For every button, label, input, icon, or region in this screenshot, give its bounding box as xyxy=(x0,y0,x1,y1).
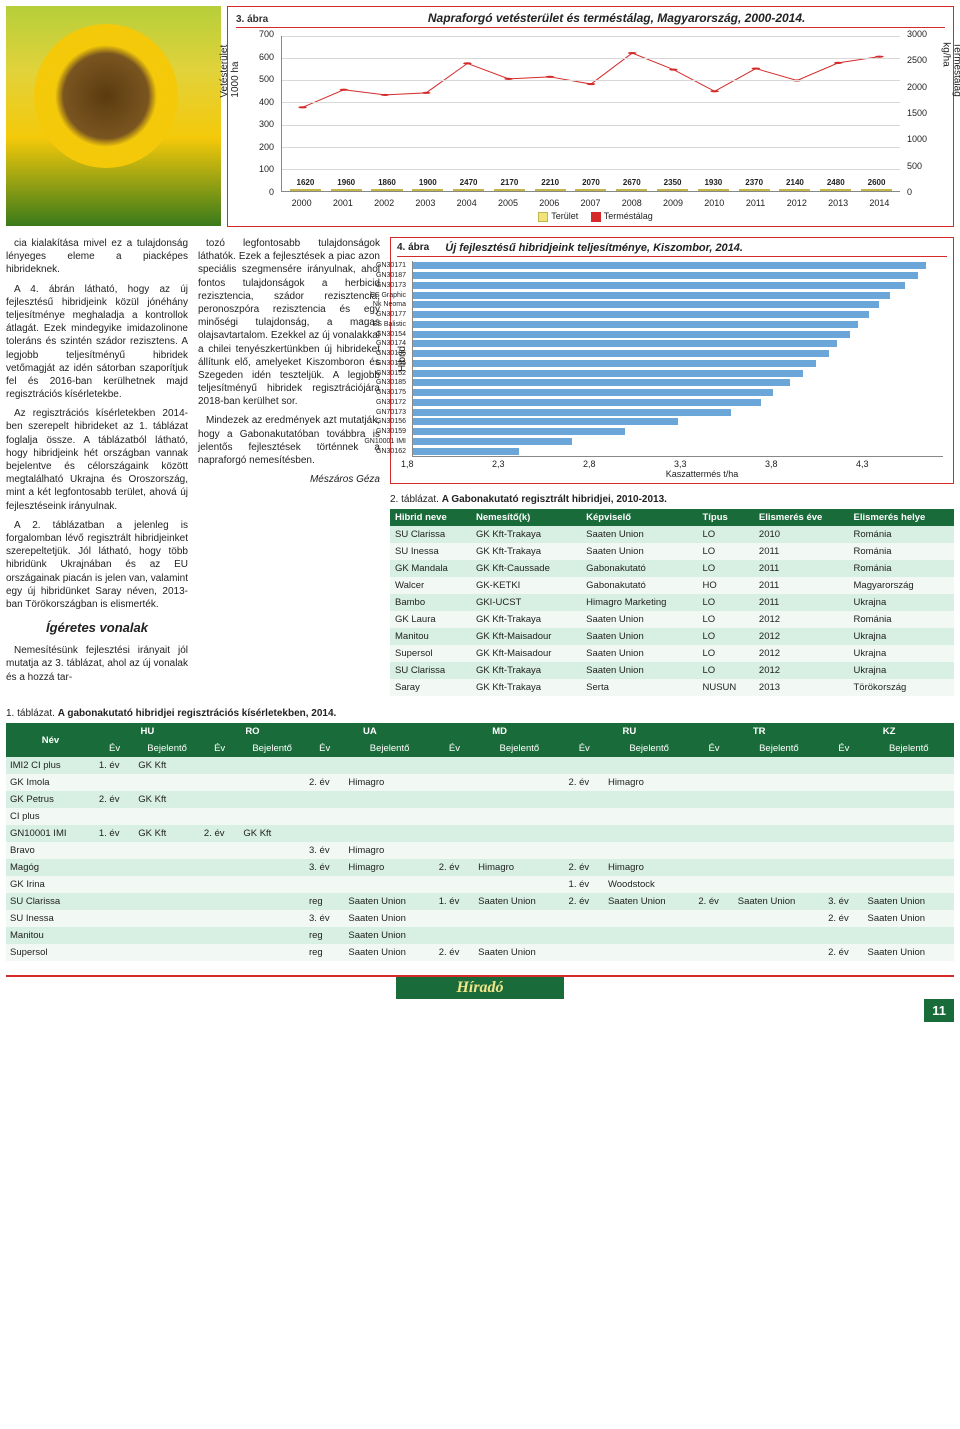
chart3-title: Napraforgó vetésterület és terméstálag, … xyxy=(288,11,945,25)
table-row: GK LauraGK Kft-TrakayaSaaten UnionLO2012… xyxy=(390,611,954,628)
table-row: SU ClarissaGK Kft-TrakayaSaaten UnionLO2… xyxy=(390,662,954,679)
chart4-label: 4. ábra xyxy=(397,242,429,254)
table-row: GK MandalaGK Kft-CaussadeGabonakutatóLO2… xyxy=(390,560,954,577)
table-row: SU InessaGK Kft-TrakayaSaaten UnionLO201… xyxy=(390,543,954,560)
para: A 4. ábrán látható, hogy az új fejleszté… xyxy=(6,283,188,402)
mid-region: cia kialakítása mivel ez a tulajdonság l… xyxy=(6,237,954,696)
para: cia kialakítása mivel ez a tulajdonság l… xyxy=(6,237,188,277)
table2-caption: 2. táblázat. A Gabonakutató regisztrált … xyxy=(390,494,954,505)
table-row: SU ClarissaregSaaten Union1. évSaaten Un… xyxy=(6,893,954,910)
table-row: Magóg3. évHimagro2. évHimagro2. évHimagr… xyxy=(6,859,954,876)
table-row: SupersolGK Kft-MaisadourSaaten UnionLO20… xyxy=(390,645,954,662)
chart3-label: 3. ábra xyxy=(236,14,268,25)
table2: Hibrid neveNemesítő(k)KépviselőTípusElis… xyxy=(390,509,954,696)
sunflower-image xyxy=(6,6,221,226)
chart3-yaxis-right: Terméstálag kg/ha 0500100015002000250030… xyxy=(905,34,945,192)
table-row: ManitouregSaaten Union xyxy=(6,927,954,944)
table-row: SarayGK Kft-TrakayaSertaNUSUN2013Törökor… xyxy=(390,679,954,696)
table-row: Bravo3. évHimagro xyxy=(6,842,954,859)
chart3-ylabel-right: Terméstálag kg/ha xyxy=(940,42,960,96)
legend-label-yield: Terméstálag xyxy=(604,211,653,221)
para: Az regisztrációs kísérletekben 2014-ben … xyxy=(6,407,188,513)
chart3-xaxis: 2000200120022003200420052006200720082009… xyxy=(281,198,900,208)
top-region: 3. ábra Napraforgó vetésterület és termé… xyxy=(6,6,954,227)
chart4-plot: GN30171GN30187GN30173ES GraphicNk NeomaG… xyxy=(412,261,943,457)
chart3-ylabel-left: Vetésterület 1000 ha xyxy=(219,45,241,98)
table-row: GN10001 IMI1. évGK Kft2. évGK Kft xyxy=(6,825,954,842)
table-row: SU ClarissaGK Kft-TrakayaSaaten UnionLO2… xyxy=(390,526,954,543)
table-row: SupersolregSaaten Union2. évSaaten Union… xyxy=(6,944,954,961)
footer-brand: Híradó xyxy=(396,977,563,999)
text-column-1: cia kialakítása mivel ez a tulajdonság l… xyxy=(6,237,188,696)
page-number: 11 xyxy=(924,999,954,1022)
chart3-yaxis-left: Vetésterület 1000 ha 0100200300400500600… xyxy=(236,34,276,192)
para: A 2. táblázatban a jelenleg is forgalomb… xyxy=(6,519,188,611)
table-row: SU Inessa3. évSaaten Union2. évSaaten Un… xyxy=(6,910,954,927)
table1: NévHUROUAMDRUTRKZÉvBejelentőÉvBejelentőÉ… xyxy=(6,723,954,961)
chart4-xlabel: Kaszattermés t/ha xyxy=(397,469,947,479)
chart3-plot: 1620196018601900247021702210207026702350… xyxy=(281,36,900,192)
chart3-legend: Terület Terméstálag xyxy=(281,211,900,222)
right-column: 4. ábra Új fejlesztésű hibridjeink telje… xyxy=(390,237,954,696)
table-row: IMI2 CI plus1. évGK Kft xyxy=(6,757,954,774)
para: Nemesítésünk fejlesztési irányait jól mu… xyxy=(6,644,188,684)
author: Mészáros Géza xyxy=(198,473,380,486)
table-row: GK Imola2. évHimagro2. évHimagro xyxy=(6,774,954,791)
chart4: 4. ábra Új fejlesztésű hibridjeink telje… xyxy=(390,237,954,484)
chart4-title: Új fejlesztésű hibridjeink teljesítménye… xyxy=(445,242,743,254)
table-row: CI plus xyxy=(6,808,954,825)
legend-label-area: Terület xyxy=(551,211,578,221)
table-row: BamboGKI-UCSTHimagro MarketingLO2011Ukra… xyxy=(390,594,954,611)
footer: Híradó xyxy=(6,977,954,999)
chart4-xaxis: 1,82,32,83,33,84,3 xyxy=(397,459,947,469)
chart3: 3. ábra Napraforgó vetésterület és termé… xyxy=(227,6,954,227)
table-row: ManitouGK Kft-MaisadourSaaten UnionLO201… xyxy=(390,628,954,645)
subheading: Ígéretes vonalak xyxy=(6,619,188,636)
table-row: WalcerGK-KETKIGabonakutatóHO2011Magyaror… xyxy=(390,577,954,594)
table1-region: 1. táblázat. A gabonakutató hibridjei re… xyxy=(6,708,954,961)
table-row: GK Petrus2. évGK Kft xyxy=(6,791,954,808)
table1-caption: 1. táblázat. A gabonakutató hibridjei re… xyxy=(6,708,954,719)
legend-swatch-yield xyxy=(591,212,601,222)
legend-swatch-area xyxy=(538,212,548,222)
table-row: GK Irina1. évWoodstock xyxy=(6,876,954,893)
